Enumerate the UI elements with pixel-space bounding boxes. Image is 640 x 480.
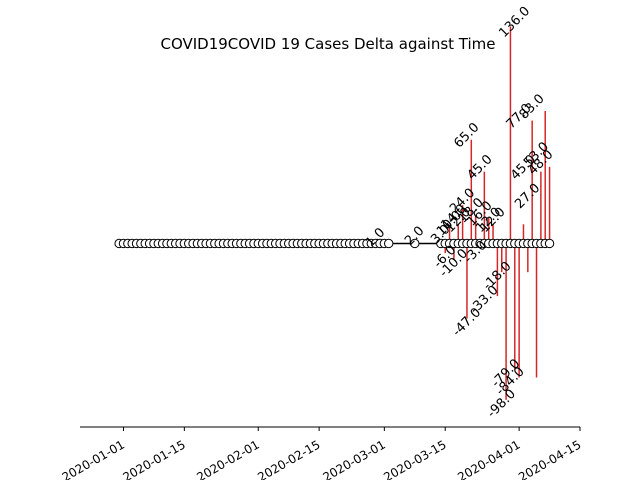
annotation-label: 83.0 — [517, 91, 548, 122]
x-tick-label: 2020-04-01 — [455, 437, 522, 480]
data-point-marker — [410, 238, 420, 249]
annotation-label: 45.0 — [464, 152, 495, 183]
x-tick-label: 2020-03-15 — [381, 437, 448, 480]
markers-group — [114, 238, 555, 249]
data-point-marker — [383, 238, 394, 249]
x-tick-label: 2020-04-15 — [516, 437, 583, 480]
x-tick-label: 2020-01-15 — [120, 437, 187, 480]
x-tick-label: 2020-01-01 — [60, 437, 127, 480]
annotation-label: 2.0 — [402, 224, 427, 249]
annotation-label: 136.0 — [496, 4, 533, 41]
chart-title: COVID19COVID 19 Cases Delta against Time — [160, 35, 495, 53]
x-tick-label: 2020-02-15 — [255, 437, 322, 480]
annotation-label: 65.0 — [451, 120, 482, 151]
annotation-labels: 1.0 2.0 3.010.0-6.014.0-10.012.024.0-47.06… — [363, 4, 556, 421]
x-tick-label: 2020-03-01 — [320, 437, 387, 480]
data-point-marker — [544, 238, 555, 249]
annotation-label: 27.0 — [512, 181, 543, 212]
x-tick-label: 2020-02-01 — [194, 437, 261, 480]
